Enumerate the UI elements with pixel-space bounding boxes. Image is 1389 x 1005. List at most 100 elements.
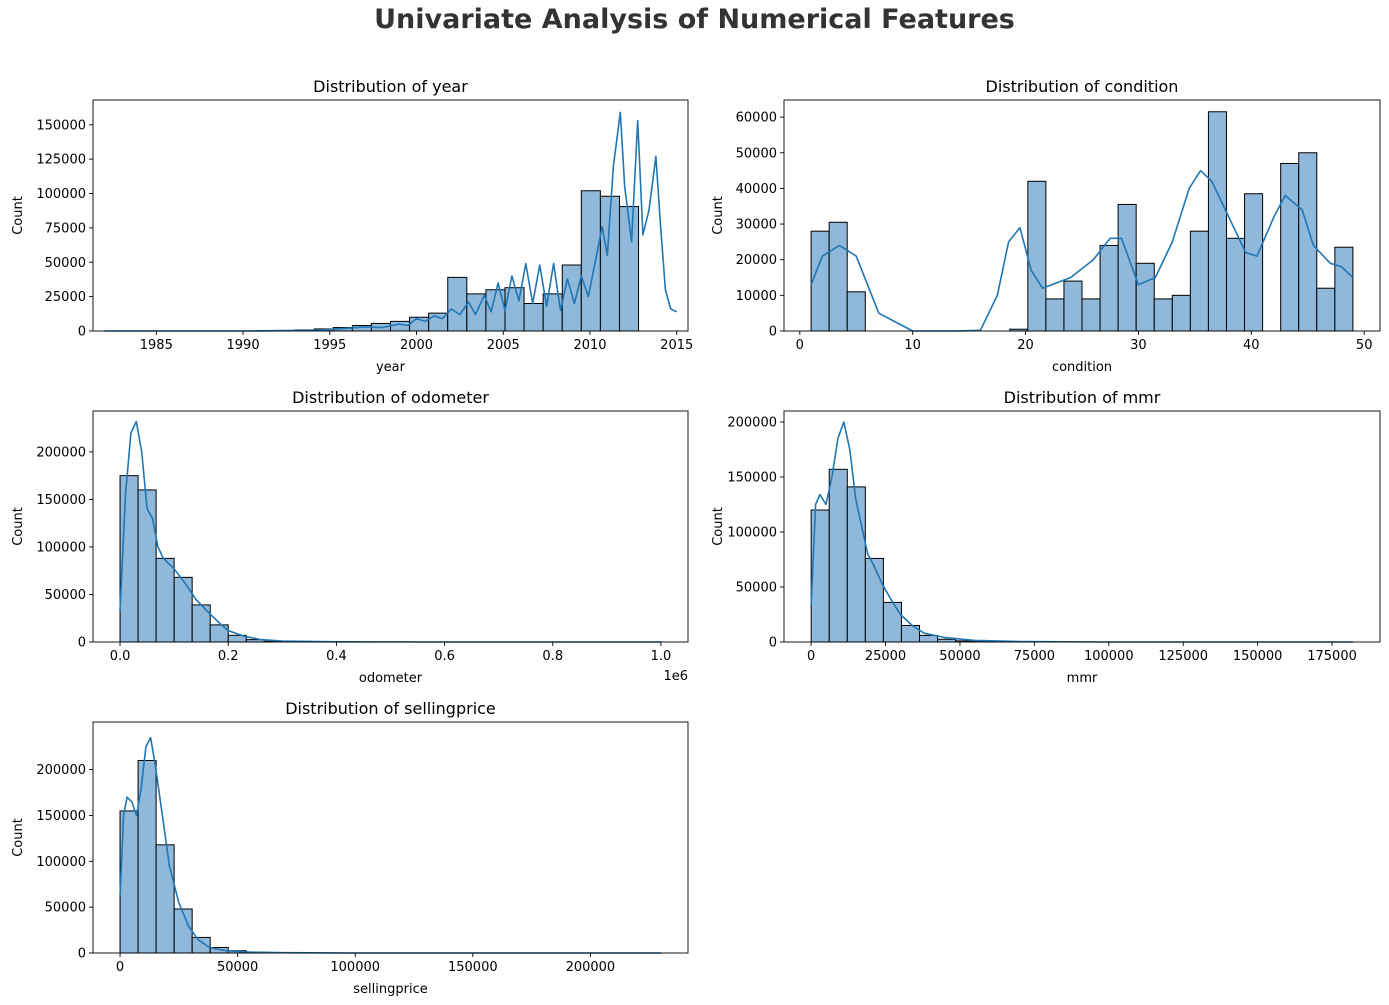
y-tick-label: 50000 <box>45 256 86 271</box>
x-axis-label: condition <box>1052 360 1112 375</box>
subplot-5: 0 50000 100000 150000 200000 0 50000 100000 1500… <box>11 699 689 997</box>
y-tick-label: 100000 <box>727 526 777 541</box>
x-tick-label: 10 <box>904 338 921 353</box>
histogram-bar <box>561 264 582 332</box>
y-tick-label: 60000 <box>736 111 777 126</box>
y-tick-label: 200000 <box>36 445 86 460</box>
histogram-bar <box>828 468 848 643</box>
x-tick-label: 20 <box>1017 338 1034 353</box>
y-tick-label: 100000 <box>36 540 86 555</box>
x-axis-label: mmr <box>1067 671 1098 686</box>
histogram-bar <box>846 486 866 643</box>
histogram-bar <box>1244 193 1264 332</box>
y-tick-label: 0 <box>769 325 777 340</box>
axes-frame <box>92 721 689 954</box>
histogram-bar <box>1280 162 1300 332</box>
y-tick-label: 0 <box>769 636 777 651</box>
y-axis-label: Count <box>11 507 26 546</box>
y-tick-label: 20000 <box>736 253 777 268</box>
y-tick-label: 30000 <box>736 218 777 233</box>
y-tick-label: 50000 <box>736 581 777 596</box>
y-tick-label: 75000 <box>45 221 86 236</box>
y-axis-label: Count <box>11 196 26 235</box>
histogram-bar <box>155 844 175 954</box>
x-tick-label: 0 <box>116 960 124 975</box>
histogram-bar <box>580 190 601 332</box>
histogram-bar <box>1334 246 1354 332</box>
x-axis-label: year <box>376 360 406 375</box>
histogram-bar <box>1135 262 1155 332</box>
x-tick-label: 25000 <box>865 649 906 664</box>
x-axis-label: odometer <box>359 671 423 686</box>
y-tick-label: 25000 <box>45 290 86 305</box>
y-tick-label: 150000 <box>36 493 86 508</box>
y-tick-label: 50000 <box>45 588 86 603</box>
histogram-bar <box>137 489 157 643</box>
y-tick-label: 150000 <box>36 118 86 133</box>
y-tick-label: 200000 <box>727 416 777 431</box>
subplot-title: Distribution of mmr <box>1004 388 1161 407</box>
histogram-bar <box>1225 237 1246 332</box>
kde-line <box>119 420 661 643</box>
x-tick-label: 50000 <box>939 649 980 664</box>
histogram-bar <box>810 230 830 332</box>
x-tick-label: 1.0 <box>651 649 672 664</box>
x-tick-label: 2005 <box>487 338 520 353</box>
histogram-bar <box>1298 152 1318 332</box>
histogram-bar <box>828 221 848 332</box>
y-tick-label: 150000 <box>727 471 777 486</box>
histogram-bar <box>173 908 193 954</box>
y-tick-label: 50000 <box>45 901 86 916</box>
x-tick-label: 0 <box>807 649 815 664</box>
x-tick-label: 50000 <box>217 960 258 975</box>
x-tick-label: 100000 <box>330 960 380 975</box>
kde-line <box>119 736 661 954</box>
x-tick-label: 0.0 <box>110 649 131 664</box>
y-axis-label: Count <box>711 196 726 235</box>
subplot-1: 1985 1990 1995 2000 2005 2010 2015 0 25000 50000 7… <box>11 77 693 375</box>
x-tick-label: 200000 <box>566 960 616 975</box>
y-tick-label: 0 <box>78 636 86 651</box>
histogram-bar <box>864 557 884 643</box>
x-tick-label: 30 <box>1130 338 1147 353</box>
axes-frame <box>783 410 1381 643</box>
subplot-title: Distribution of condition <box>986 77 1179 96</box>
kde-line <box>104 111 678 332</box>
x-tick-label: 2015 <box>660 338 693 353</box>
y-tick-label: 0 <box>78 325 86 340</box>
x-tick-label: 75000 <box>1014 649 1055 664</box>
figure-title: Univariate Analysis of Numerical Feature… <box>374 4 1015 35</box>
subplot-title: Distribution of odometer <box>292 388 489 407</box>
x-tick-label: 1985 <box>140 338 173 353</box>
x-tick-label: 2010 <box>573 338 606 353</box>
x-tick-label: 0.4 <box>326 649 347 664</box>
x-tick-label: 150000 <box>1233 649 1283 664</box>
histogram-bar <box>1171 294 1191 332</box>
x-tick-label: 1995 <box>313 338 346 353</box>
y-axis-label: Count <box>711 507 726 546</box>
x-tick-label: 125000 <box>1158 649 1208 664</box>
y-tick-label: 10000 <box>736 289 777 304</box>
subplot-4: 0 25000 50000 75000 100000 125000 150000 175000… <box>711 388 1381 686</box>
x-tick-label: 100000 <box>1084 649 1134 664</box>
y-tick-label: 150000 <box>36 809 86 824</box>
x-tick-label: 2000 <box>400 338 433 353</box>
histogram-bar <box>523 303 544 332</box>
histogram-bar <box>1027 180 1047 332</box>
subplot-title: Distribution of year <box>313 77 468 96</box>
y-tick-label: 40000 <box>736 182 777 197</box>
y-tick-label: 100000 <box>36 187 86 202</box>
y-axis-label: Count <box>11 818 26 857</box>
x-offset-text: 1e6 <box>663 669 688 684</box>
histogram-bar <box>1081 298 1101 332</box>
histogram-bar <box>155 557 175 643</box>
histogram-bar <box>882 601 902 643</box>
y-tick-label: 200000 <box>36 763 86 778</box>
y-tick-label: 0 <box>78 947 86 962</box>
histogram-bar <box>1207 111 1227 332</box>
histogram-bar <box>1117 203 1137 332</box>
x-axis-label: sellingprice <box>353 982 427 997</box>
x-tick-label: 50 <box>1356 338 1373 353</box>
subplot-3: 0.0 0.2 0.4 0.6 0.8 1.0 0 50000 100000 150000 2000… <box>11 388 689 686</box>
histogram-bar <box>447 276 468 332</box>
